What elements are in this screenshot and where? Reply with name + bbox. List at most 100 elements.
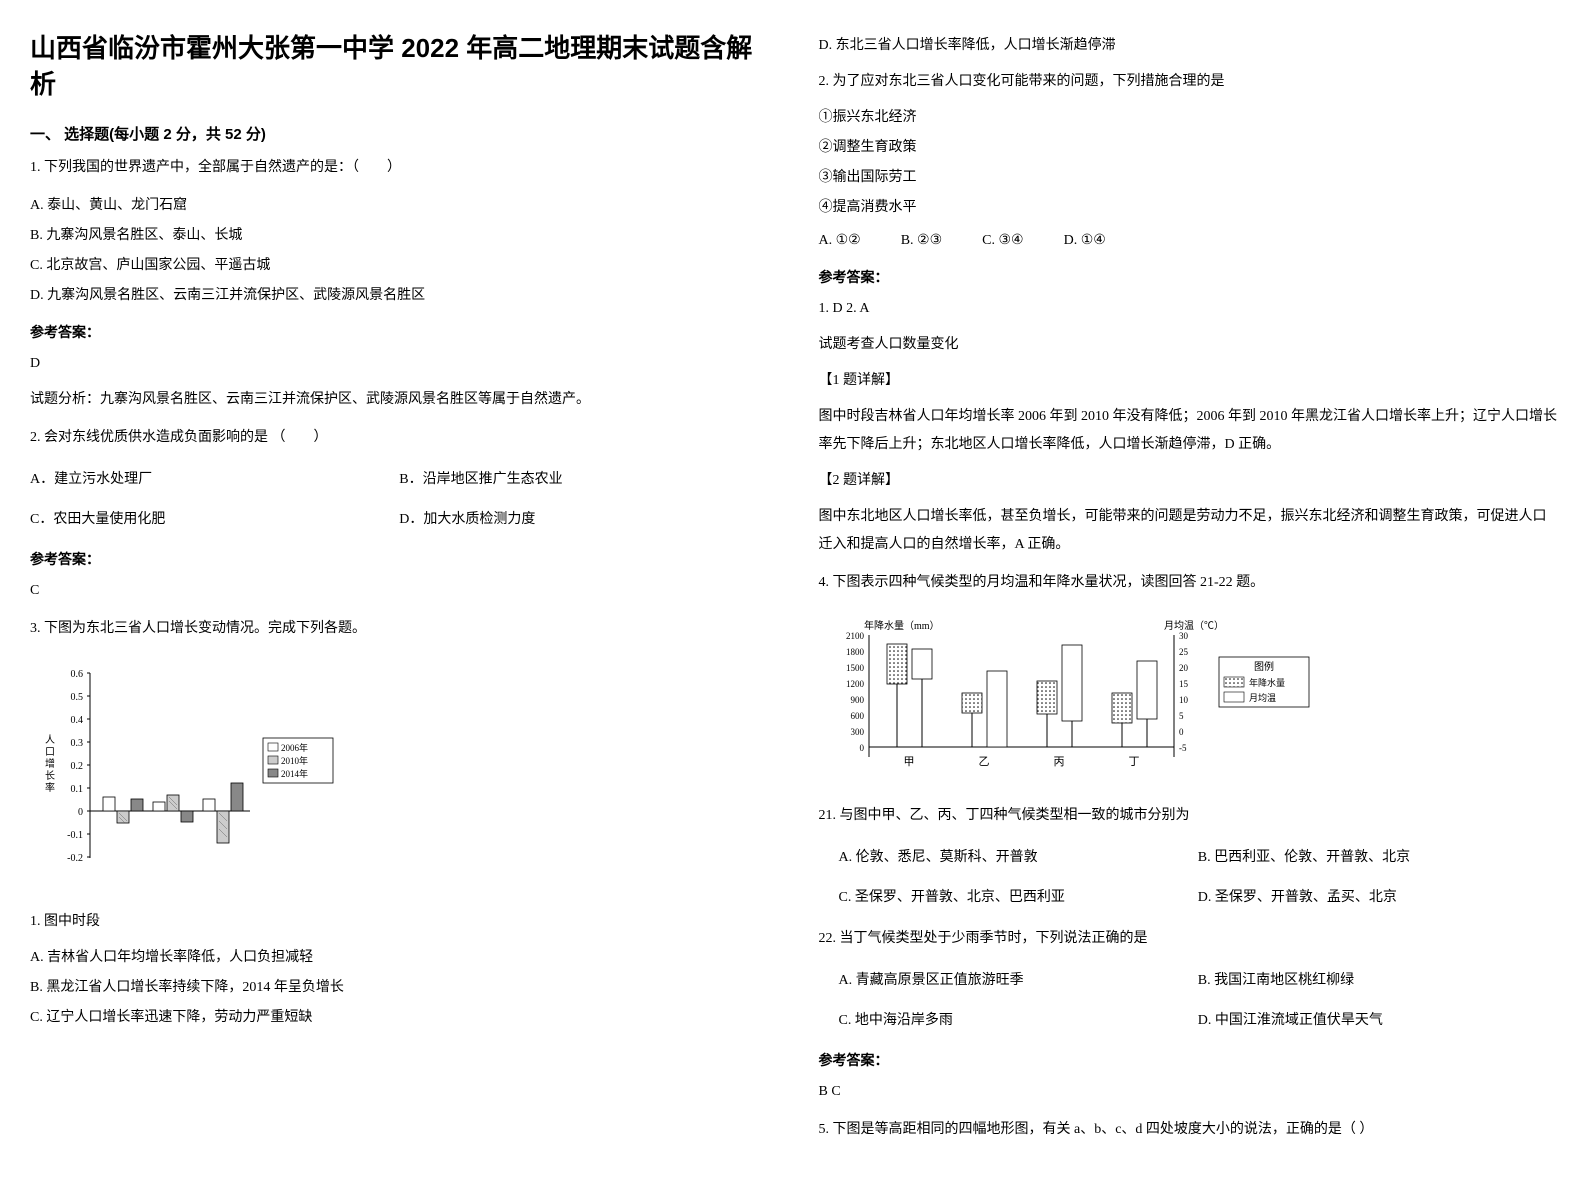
- q3-choice-b: B. ②③: [901, 227, 942, 255]
- svg-text:2006年: 2006年: [281, 742, 308, 753]
- question-4-intro: 4. 下图表示四种气候类型的月均温和年降水量状况，读图回答 21-22 题。: [819, 569, 1558, 597]
- svg-text:年降水量（mm）: 年降水量（mm）: [864, 619, 940, 632]
- svg-text:0.3: 0.3: [71, 738, 84, 749]
- q22-optc: C. 地中海沿岸多雨: [839, 1003, 1198, 1038]
- q1-option-d: D. 九寨沟风景名胜区、云南三江并流保护区、武陵源风景名胜区: [30, 282, 769, 310]
- svg-text:口: 口: [45, 747, 55, 758]
- q3-answers: 1. D 2. A: [819, 295, 1558, 323]
- q3-sub1-optb: B. 黑龙江省人口增长率持续下降，2014 年呈负增长: [30, 974, 769, 1002]
- svg-text:15: 15: [1179, 679, 1189, 689]
- q4-answer: B C: [819, 1078, 1558, 1106]
- right-column: D. 东北三省人口增长率降低，人口增长渐趋停滞 2. 为了应对东北三省人口变化可…: [819, 30, 1558, 1154]
- svg-text:0.2: 0.2: [71, 761, 84, 772]
- svg-text:甲: 甲: [903, 756, 914, 768]
- question-5-text: 5. 下图是等高距相同的四幅地形图，有关 a、b、c、d 四处坡度大小的说法，正…: [819, 1116, 1558, 1144]
- q2-options-row2: C．农田大量使用化肥 D．加大水质检测力度: [30, 502, 769, 537]
- q1-explanation: 试题分析：九寨沟风景名胜区、云南三江并流保护区、武陵源风景名胜区等属于自然遗产。: [30, 386, 769, 414]
- svg-text:月均温（℃）: 月均温（℃）: [1164, 620, 1224, 632]
- q3-exp1: 图中时段吉林省人口年均增长率 2006 年到 2010 年没有降低；2006 年…: [819, 403, 1558, 459]
- svg-text:丙: 丙: [1053, 756, 1064, 768]
- q3-choice-d: D. ①④: [1064, 227, 1106, 255]
- svg-text:300: 300: [850, 727, 864, 737]
- svg-text:900: 900: [850, 695, 864, 705]
- svg-text:30: 30: [1179, 631, 1189, 641]
- q3-sub2: 2. 为了应对东北三省人口变化可能带来的问题，下列措施合理的是: [819, 68, 1558, 96]
- q2-answer-label: 参考答案：: [30, 549, 769, 569]
- q1-option-b: B. 九寨沟风景名胜区、泰山、长城: [30, 222, 769, 250]
- question-1-text: 1. 下列我国的世界遗产中，全部属于自然遗产的是：（ ）: [30, 154, 769, 182]
- section-1-header: 一、 选择题(每小题 2 分，共 52 分): [30, 123, 769, 144]
- q3-exp1-header: 【1 题详解】: [819, 367, 1558, 395]
- q4-answer-label: 参考答案：: [819, 1050, 1558, 1070]
- q3-sub2-opt3: ③输出国际劳工: [819, 164, 1558, 192]
- svg-text:人: 人: [45, 734, 55, 746]
- q1-option-c: C. 北京故宫、庐山国家公园、平遥古城: [30, 252, 769, 280]
- svg-text:0.1: 0.1: [71, 784, 84, 795]
- q3-sub1-optd: D. 东北三省人口增长率降低，人口增长渐趋停滞: [819, 32, 1558, 60]
- q22-row2: C. 地中海沿岸多雨 D. 中国江淮流域正值伏旱天气: [819, 1003, 1558, 1038]
- q22-optd: D. 中国江淮流域正值伏旱天气: [1198, 1003, 1557, 1038]
- svg-text:5: 5: [1179, 711, 1184, 721]
- q3-sub1-opta: A. 吉林省人口年均增长率降低，人口负担减轻: [30, 944, 769, 972]
- population-growth-chart: 0.6 0.5 0.4 0.3 0.2 0.1 0 -0.1 -0.2: [35, 663, 355, 883]
- q21-optd: D. 圣保罗、开普敦、孟买、北京: [1198, 880, 1557, 915]
- q4-q22: 22. 当丁气候类型处于少雨季节时，下列说法正确的是: [819, 925, 1558, 953]
- svg-text:1200: 1200: [846, 679, 865, 689]
- svg-text:0: 0: [78, 807, 83, 818]
- svg-text:20: 20: [1179, 663, 1189, 673]
- svg-text:2010年: 2010年: [281, 755, 308, 766]
- q22-optb: B. 我国江南地区桃红柳绿: [1198, 963, 1557, 998]
- svg-text:年降水量: 年降水量: [1249, 677, 1285, 688]
- q3-sub2-choices: A. ①② B. ②③ C. ③④ D. ①④: [819, 227, 1558, 255]
- svg-text:长: 长: [45, 770, 55, 782]
- svg-text:10: 10: [1179, 695, 1189, 705]
- svg-text:0.4: 0.4: [71, 715, 84, 726]
- svg-text:1800: 1800: [846, 647, 865, 657]
- q22-opta: A. 青藏高原景区正值旅游旺季: [839, 963, 1198, 998]
- q2-answer: C: [30, 577, 769, 605]
- q1-option-a: A. 泰山、黄山、龙门石窟: [30, 192, 769, 220]
- q3-answer-label: 参考答案：: [819, 267, 1558, 287]
- svg-text:2014年: 2014年: [281, 768, 308, 779]
- q1-answer-label: 参考答案：: [30, 322, 769, 342]
- q3-choice-c: C. ③④: [982, 227, 1023, 255]
- q2-option-b: B．沿岸地区推广生态农业: [399, 462, 768, 497]
- q21-optb: B. 巴西利亚、伦敦、开普敦、北京: [1198, 840, 1557, 875]
- svg-text:1500: 1500: [846, 663, 865, 673]
- svg-text:图例: 图例: [1254, 660, 1274, 673]
- q3-sub2-opt1: ①振兴东北经济: [819, 104, 1558, 132]
- q3-sub1: 1. 图中时段: [30, 908, 769, 936]
- q22-row1: A. 青藏高原景区正值旅游旺季 B. 我国江南地区桃红柳绿: [819, 963, 1558, 998]
- q3-chart-container: 0.6 0.5 0.4 0.3 0.2 0.1 0 -0.1 -0.2: [30, 658, 769, 893]
- q2-option-a: A．建立污水处理厂: [30, 462, 399, 497]
- q3-exp-intro: 试题考查人口数量变化: [819, 331, 1558, 359]
- q4-q21: 21. 与图中甲、乙、丙、丁四种气候类型相一致的城市分别为: [819, 802, 1558, 830]
- svg-text:0.6: 0.6: [71, 669, 84, 680]
- svg-text:0: 0: [859, 743, 864, 753]
- q21-optc: C. 圣保罗、开普敦、北京、巴西利亚: [839, 880, 1198, 915]
- climate-chart: 年降水量（mm） 月均温（℃） 2100 1800 1500 1200 900 …: [824, 617, 1324, 777]
- q3-exp2-header: 【2 题详解】: [819, 467, 1558, 495]
- svg-text:0.5: 0.5: [71, 692, 84, 703]
- q2-option-d: D．加大水质检测力度: [399, 502, 768, 537]
- q3-sub1-optc: C. 辽宁人口增长率迅速下降，劳动力严重短缺: [30, 1004, 769, 1032]
- svg-text:0: 0: [1179, 727, 1184, 737]
- q3-sub2-opt4: ④提高消费水平: [819, 194, 1558, 222]
- q21-row2: C. 圣保罗、开普敦、北京、巴西利亚 D. 圣保罗、开普敦、孟买、北京: [819, 880, 1558, 915]
- question-2-text: 2. 会对东线优质供水造成负面影响的是 （ ）: [30, 424, 769, 452]
- svg-text:乙: 乙: [978, 755, 989, 768]
- left-column: 山西省临汾市霍州大张第一中学 2022 年高二地理期末试题含解析 一、 选择题(…: [30, 30, 769, 1154]
- document-title: 山西省临汾市霍州大张第一中学 2022 年高二地理期末试题含解析: [30, 30, 769, 103]
- svg-text:月均温: 月均温: [1249, 692, 1276, 703]
- question-3-intro: 3. 下图为东北三省人口增长变动情况。完成下列各题。: [30, 615, 769, 643]
- svg-text:600: 600: [850, 711, 864, 721]
- q3-exp2: 图中东北地区人口增长率低，甚至负增长，可能带来的问题是劳动力不足，振兴东北经济和…: [819, 503, 1558, 559]
- svg-text:-0.2: -0.2: [67, 853, 83, 864]
- svg-text:增: 增: [45, 757, 55, 770]
- svg-text:-0.1: -0.1: [67, 830, 83, 841]
- q1-answer: D: [30, 350, 769, 378]
- q21-row1: A. 伦敦、悉尼、莫斯科、开普敦 B. 巴西利亚、伦敦、开普敦、北京: [819, 840, 1558, 875]
- svg-text:丁: 丁: [1128, 756, 1139, 768]
- svg-text:25: 25: [1179, 647, 1189, 657]
- q21-opta: A. 伦敦、悉尼、莫斯科、开普敦: [839, 840, 1198, 875]
